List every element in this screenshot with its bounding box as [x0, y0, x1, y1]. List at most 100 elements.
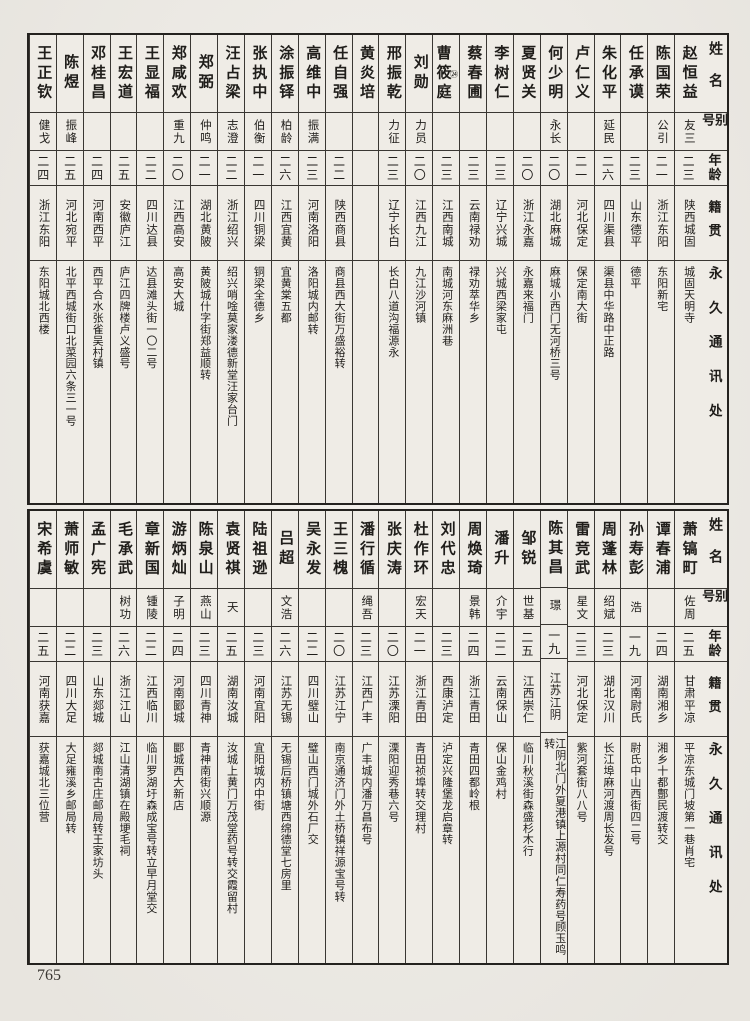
name-cell: 吴永发: [298, 511, 325, 589]
header-alias-cell: 别号: [701, 113, 727, 151]
name-cell: 张执中: [244, 35, 271, 113]
name-cell: 邓桂昌: [83, 35, 110, 113]
address-cell: 城固天明寺: [675, 261, 701, 503]
person-name: 邓桂昌: [89, 44, 106, 103]
person-name: 朱化平: [599, 44, 616, 103]
age-cell: 二四: [648, 627, 675, 662]
person-address: 渠县中华路中正路: [601, 266, 614, 358]
native-place-cell: 山东郯城: [83, 662, 110, 737]
age-cell: 二三: [352, 627, 379, 662]
name-cell: 王正钦: [29, 35, 56, 113]
person-address: 麻城小西门无河桥三号: [548, 266, 561, 381]
native-place-cell: 浙江青田: [406, 662, 433, 737]
native-place-cell: 江西南城: [433, 186, 460, 261]
age-cell: 二三: [298, 151, 325, 186]
address-cell: 宜阳城内中街: [245, 737, 271, 963]
person-native-place: 浙江东阳: [37, 198, 50, 248]
person-address: 黄陂城什字街郑益顺转: [198, 266, 211, 381]
person-name: 邢振乾: [384, 44, 401, 103]
person-age: 二〇: [331, 630, 346, 658]
person-address: 庐江四牌楼卢义盛号: [117, 266, 130, 369]
age-cell: 二〇: [164, 151, 191, 186]
person-column: 何少明 永长 二〇 湖北麻城 麻城小西门无河桥三号: [539, 35, 567, 503]
person-native-place: 江苏溧阳: [387, 674, 400, 724]
age-cell: 二二: [137, 627, 164, 662]
person-native-place: 河南洛阳: [306, 198, 319, 248]
native-place-cell: 山东德平: [621, 186, 648, 261]
alias-cell: [352, 113, 379, 151]
age-cell: 二〇: [540, 151, 567, 186]
native-place-cell: 浙江东阳: [29, 186, 56, 261]
person-alias: 文浩: [279, 594, 292, 621]
name-cell: 朱化平: [594, 35, 621, 113]
person-name: 潘行循: [357, 520, 374, 579]
person-column: 王三槐 二〇 江苏江宁 南京通济门外土桥镇祥源宝号转: [324, 511, 352, 963]
header-age-cell: 年龄: [701, 627, 727, 662]
person-age: 二二: [62, 630, 77, 658]
name-cell: 夏贤关: [513, 35, 540, 113]
person-native-place: 浙江青田: [414, 674, 426, 724]
person-native-place: 四川铜梁: [252, 198, 265, 248]
address-cell: 庐江四牌楼卢义盛号: [111, 261, 137, 503]
name-cell: 陈其昌: [540, 511, 567, 588]
name-cell: 陈煜: [56, 35, 83, 113]
header-name-cell: 姓名: [701, 511, 727, 589]
address-cell: 西平合水张雀吴村镇: [84, 261, 110, 503]
address-cell: 郯城南古庄邮局转王家坊头: [84, 737, 110, 963]
alias-cell: [648, 589, 675, 627]
address-cell: 获嘉城北三位营: [30, 737, 56, 963]
person-address: 青田四都岭根: [467, 742, 480, 811]
header-native-label: 籍贯: [706, 675, 722, 723]
person-column: 孙寿彭 浩 一九 河南尉氏 尉氏中山西街四二号: [620, 511, 648, 963]
alias-cell: 锺陵: [137, 589, 164, 627]
person-name: 夏贤关: [519, 44, 536, 103]
alias-cell: [433, 113, 460, 151]
address-cell: 璧山西门城外石厂交: [299, 737, 325, 963]
person-native-place: 四川达县: [145, 198, 158, 248]
person-native-place: 湖南汝城: [225, 674, 238, 724]
person-address: 绍兴哨唫莫家溇德新堂汪家台门: [225, 266, 238, 427]
person-native-place: 河北保定: [575, 674, 588, 724]
name-cell: 周焕琦: [460, 511, 486, 589]
person-address: 达县滩头街一〇二号: [144, 266, 157, 369]
alias-cell: [567, 113, 594, 151]
native-place-cell: 云南保山: [486, 662, 513, 737]
address-cell: 江山清湖镇在殿埂毛祠: [111, 737, 137, 963]
person-age: 二六: [600, 154, 615, 182]
person-column: 陈其昌 璟 一九 江苏江阴 江阴北门外夏港镇上源村同仁寿药号顾玉鸣转: [539, 511, 567, 963]
native-place-cell: 江苏无锡: [271, 662, 298, 737]
address-cell: 江阴北门外夏港镇上源村同仁寿药号顾玉鸣转: [541, 733, 567, 963]
name-cell: 黄炎培: [352, 35, 379, 113]
header-address-cell: 永久通讯处: [701, 737, 727, 963]
person-address: 青神南街兴顺源: [198, 742, 211, 823]
person-column: 任承谟 二三 山东德平 德平: [620, 35, 648, 503]
native-place-cell: 江苏江阴: [540, 659, 567, 734]
person-native-place: 辽宁长白: [387, 198, 400, 248]
name-cell: 孟广宪: [83, 511, 110, 589]
header-address-label: 永久通讯处: [706, 266, 722, 439]
person-name: 孟广宪: [89, 520, 106, 579]
alias-cell: 伯衡: [244, 113, 271, 151]
name-cell: 吕超: [271, 511, 298, 589]
person-name: 毛承武: [115, 520, 132, 579]
address-cell: 紫河套街八八号: [568, 737, 594, 963]
person-address: 湘乡十都鄷民渡转交: [655, 742, 668, 845]
address-cell: 平凉东城门坡第一巷肖宅: [675, 737, 701, 963]
age-cell: 二六: [110, 627, 137, 662]
person-column: 蔡春圃 二三 云南禄劝 禄劝萃华乡: [459, 35, 486, 503]
person-column: 毛承武 树功 二六 浙江江山 江山清湖镇在殿埂毛祠: [109, 511, 137, 963]
register-table-top: 姓名 别号 年龄 籍贯 永久通讯处 赵恒益 友三 二三: [27, 33, 729, 505]
person-age: 二六: [116, 630, 131, 658]
person-address: 璧山西门城外石厂交: [306, 742, 319, 845]
person-address: 大足雍溪乡邮局转: [64, 742, 77, 834]
person-native-place: 江苏江宁: [333, 674, 346, 724]
address-cell: 达县滩头街一〇二号: [137, 261, 163, 503]
person-age: 二二: [224, 154, 239, 182]
person-address: 保山金鸡村: [494, 742, 507, 800]
address-cell: 泸定兴隆堡龙启章转: [433, 737, 459, 963]
person-alias: 仲鸣: [198, 118, 211, 145]
person-address: 城固天明寺: [682, 266, 695, 324]
address-cell: 南城河东麻洲巷: [433, 261, 459, 503]
person-alias: 世基: [521, 594, 534, 621]
person-age: 二四: [466, 630, 481, 658]
